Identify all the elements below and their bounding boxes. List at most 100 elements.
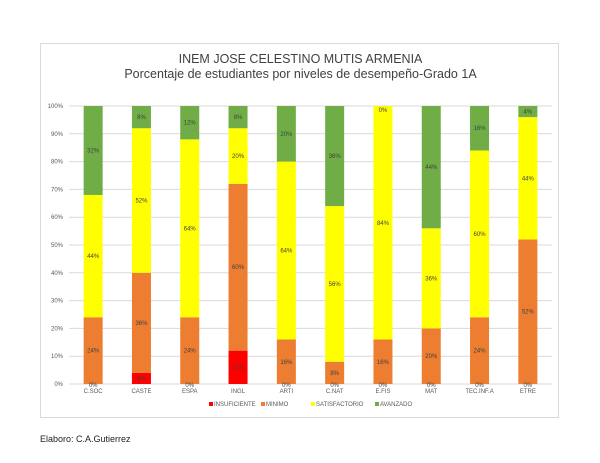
data-label: 52%: [135, 199, 148, 205]
bar-segment-avanzado: [131, 106, 151, 129]
x-tick-label: CASTE: [131, 389, 151, 395]
data-label: 60%: [474, 232, 487, 238]
data-label: 8%: [137, 115, 146, 121]
y-tick-label: 50%: [51, 243, 64, 249]
x-axis-ticks: C.SOC CASTE ESPA INGL ARTI C.NAT E.FIS MAT TEC.I…: [84, 389, 536, 395]
data-label: 0%: [475, 383, 484, 389]
y-tick-label: 30%: [51, 299, 64, 305]
data-label: 44%: [425, 165, 438, 171]
x-tick-label: MAT: [425, 389, 438, 395]
footer-credit: Elaboro: C.A.Gutierrez: [40, 434, 131, 444]
bar-segment-minimo: [228, 183, 248, 351]
data-label: 16%: [377, 360, 390, 366]
legend-swatch: [375, 402, 379, 406]
bar-segment-insuficiente: [131, 372, 151, 384]
bar-segment-satisfactorio: [131, 128, 151, 273]
data-label: 0%: [524, 383, 533, 389]
data-label: 44%: [87, 254, 100, 260]
data-label: 20%: [232, 154, 245, 160]
bar-segment-satisfactorio: [518, 117, 538, 240]
y-tick-label: 80%: [51, 160, 64, 166]
y-tick-label: 90%: [51, 132, 64, 138]
bar-segment-satisfactorio: [276, 161, 296, 340]
bar-segment-avanzado: [470, 106, 490, 151]
data-label: 0%: [379, 108, 388, 114]
y-tick-label: 20%: [51, 326, 64, 332]
data-label: 4%: [137, 376, 146, 382]
y-tick-label: 40%: [51, 271, 64, 277]
bar-segment-avanzado: [228, 106, 248, 129]
legend-item-insuficiente: INSUFICIENTE: [209, 402, 256, 408]
bar-segment-avanzado: [325, 106, 345, 207]
data-label: 0%: [185, 383, 194, 389]
data-labels: 0% 24% 44% 32% 4% 36% 52% 8% 0% 24% 64% 12% 12% 60% 20…: [87, 108, 534, 389]
bar-segment-insuficiente: [228, 350, 248, 384]
bar-segment-satisfactorio: [470, 150, 490, 318]
y-tick-label: 60%: [51, 215, 64, 221]
bars: [83, 106, 538, 384]
bar-segment-minimo: [83, 317, 103, 384]
x-tick-label: E.FIS: [375, 389, 390, 395]
bar-segment-avanzado: [180, 106, 200, 140]
data-label: 0%: [330, 383, 339, 389]
data-label: 12%: [232, 365, 245, 371]
x-tick-label: C.NAT: [326, 389, 344, 395]
data-label: 32%: [87, 148, 100, 154]
y-axis-ticks: 0% 10% 20% 30% 40% 50% 60% 70% 80% 90% 100%: [48, 104, 64, 388]
data-label: 0%: [89, 383, 98, 389]
data-label: 0%: [379, 383, 388, 389]
data-label: 44%: [522, 176, 535, 182]
data-label: 8%: [330, 371, 339, 377]
y-tick-label: 70%: [51, 187, 64, 193]
legend-label: AVANZADO: [380, 402, 412, 408]
data-label: 12%: [184, 121, 197, 127]
data-label: 20%: [280, 132, 293, 138]
x-tick-label: TEC.INF.A: [465, 389, 493, 395]
bar-segment-minimo: [180, 317, 200, 384]
legend-label: SATISFACTORIO: [316, 402, 364, 408]
legend-label: MINIMO: [266, 402, 289, 408]
data-label: 52%: [522, 310, 535, 316]
chart-title: INEM JOSE CELESTINO MUTIS ARMENIA: [178, 52, 423, 66]
bar-segment-satisfactorio: [180, 139, 200, 318]
legend-swatch: [209, 402, 213, 406]
data-label: 20%: [425, 354, 438, 360]
data-label: 64%: [280, 249, 293, 255]
x-tick-label: ETRE: [520, 389, 536, 395]
data-label: 16%: [280, 360, 293, 366]
y-tick-label: 0%: [54, 382, 63, 388]
data-label: 0%: [427, 383, 436, 389]
data-label: 24%: [184, 349, 197, 355]
data-label: 64%: [184, 226, 197, 232]
legend-swatch: [311, 402, 315, 406]
chart-subtitle: Porcentaje de estudiantes por niveles de…: [124, 67, 477, 81]
x-tick-label: ARTI: [280, 389, 294, 395]
legend-swatch: [261, 402, 265, 406]
data-label: 16%: [474, 126, 487, 132]
bar-segment-minimo: [325, 361, 345, 384]
chart-plot: 0% 10% 20% 30% 40% 50% 60% 70% 80% 90% 100% 0% 24% 4…: [48, 104, 552, 408]
x-tick-label: INGL: [231, 389, 246, 395]
bar-segment-minimo: [276, 339, 296, 384]
bar-segment-satisfactorio: [228, 128, 248, 184]
y-tick-label: 10%: [51, 354, 64, 360]
bar-segment-avanzado: [518, 106, 538, 118]
legend-item-minimo: MINIMO: [261, 402, 289, 408]
bar-segment-minimo: [131, 272, 151, 373]
data-label: 24%: [87, 349, 100, 355]
legend-item-avanzado: AVANZADO: [375, 402, 412, 408]
bar-segment-minimo: [470, 317, 490, 384]
bar-segment-minimo: [518, 239, 538, 384]
bar-segment-avanzado: [83, 106, 103, 195]
x-tick-label: ESPA: [182, 389, 198, 395]
bar-segment-avanzado: [421, 106, 441, 229]
bar-segment-satisfactorio: [421, 228, 441, 329]
data-label: 84%: [377, 221, 390, 227]
data-label: 8%: [234, 115, 243, 121]
bar-segment-satisfactorio: [373, 106, 393, 340]
data-label: 0%: [282, 383, 291, 389]
chart-frame: INEM JOSE CELESTINO MUTIS ARMENIA Porcen…: [40, 43, 559, 418]
data-label: 24%: [474, 349, 487, 355]
legend-item-satisfactorio: SATISFACTORIO: [311, 402, 364, 408]
data-label: 36%: [135, 321, 148, 327]
